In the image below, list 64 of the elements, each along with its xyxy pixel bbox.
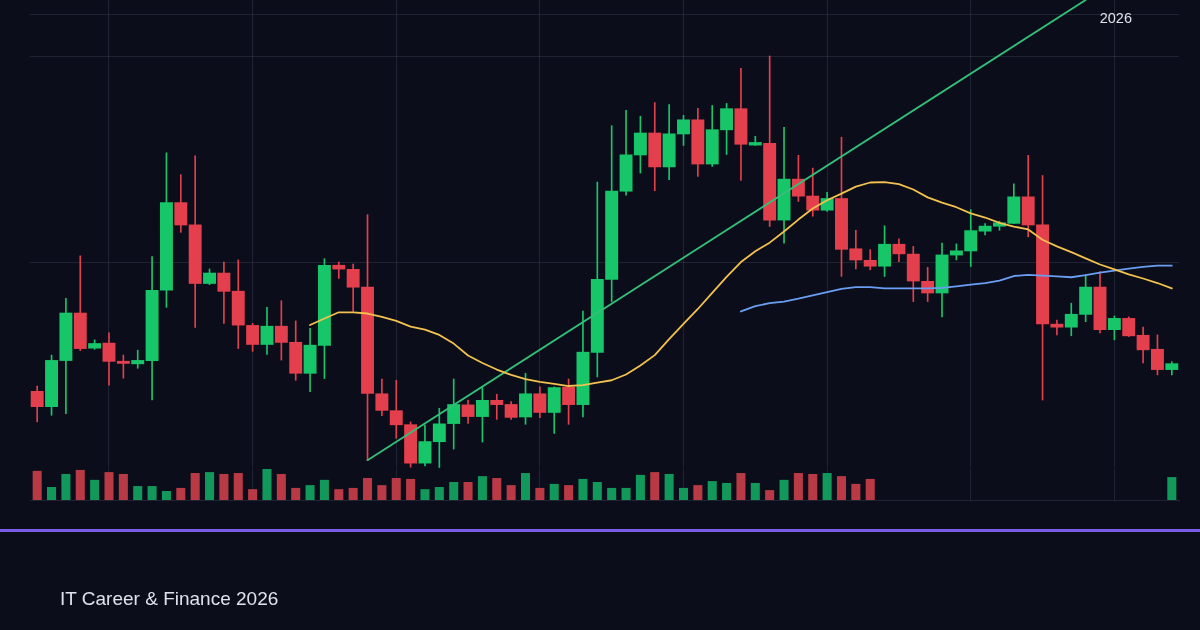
bar [635,474,645,500]
text: 2026 [1099,10,1132,28]
bar [161,491,171,500]
bar [305,485,315,500]
bar [564,485,574,500]
bar [549,483,559,500]
text: IT Career & Finance 2026 [60,588,279,611]
bar [205,472,215,500]
bar [765,490,775,500]
bar [607,487,617,500]
bar [865,478,875,500]
bar [90,479,100,500]
bar [248,489,258,500]
bar [793,473,803,500]
bar [377,485,387,500]
bar [520,473,531,500]
bar [434,486,444,500]
bar [492,477,502,500]
bar [133,486,143,500]
bar [219,473,229,500]
bar [319,479,329,500]
bar [822,473,832,500]
bar [75,469,85,500]
bar [664,473,674,500]
bar [1167,477,1177,500]
bar [693,485,703,500]
bar [477,476,487,500]
bar [722,482,732,500]
bar [406,478,416,500]
bar [61,473,71,500]
bar [535,487,545,500]
bar [678,487,689,500]
bar [750,482,760,500]
bar [348,487,358,500]
bar [291,487,301,500]
bar [32,470,42,500]
bar [363,477,373,500]
candlestick [490,393,504,420]
bar [808,473,818,500]
bar [147,486,157,500]
bar [334,489,344,500]
bar [420,489,430,500]
bar [233,473,243,500]
bar [190,473,200,500]
bar [449,482,459,500]
bar [578,478,588,500]
bar [104,472,114,500]
bar [621,487,631,500]
bar [463,482,473,500]
bar [650,472,660,500]
bar [836,476,847,500]
bar [779,479,789,500]
bar [276,473,286,500]
bar [707,481,717,500]
candlestick [131,349,145,369]
bar [262,469,272,500]
bar [391,477,401,500]
bar [736,473,746,500]
bar [851,483,861,500]
bar [176,487,186,500]
bar [47,486,57,500]
bar [506,485,516,500]
bar [592,482,602,500]
bar [118,473,128,500]
